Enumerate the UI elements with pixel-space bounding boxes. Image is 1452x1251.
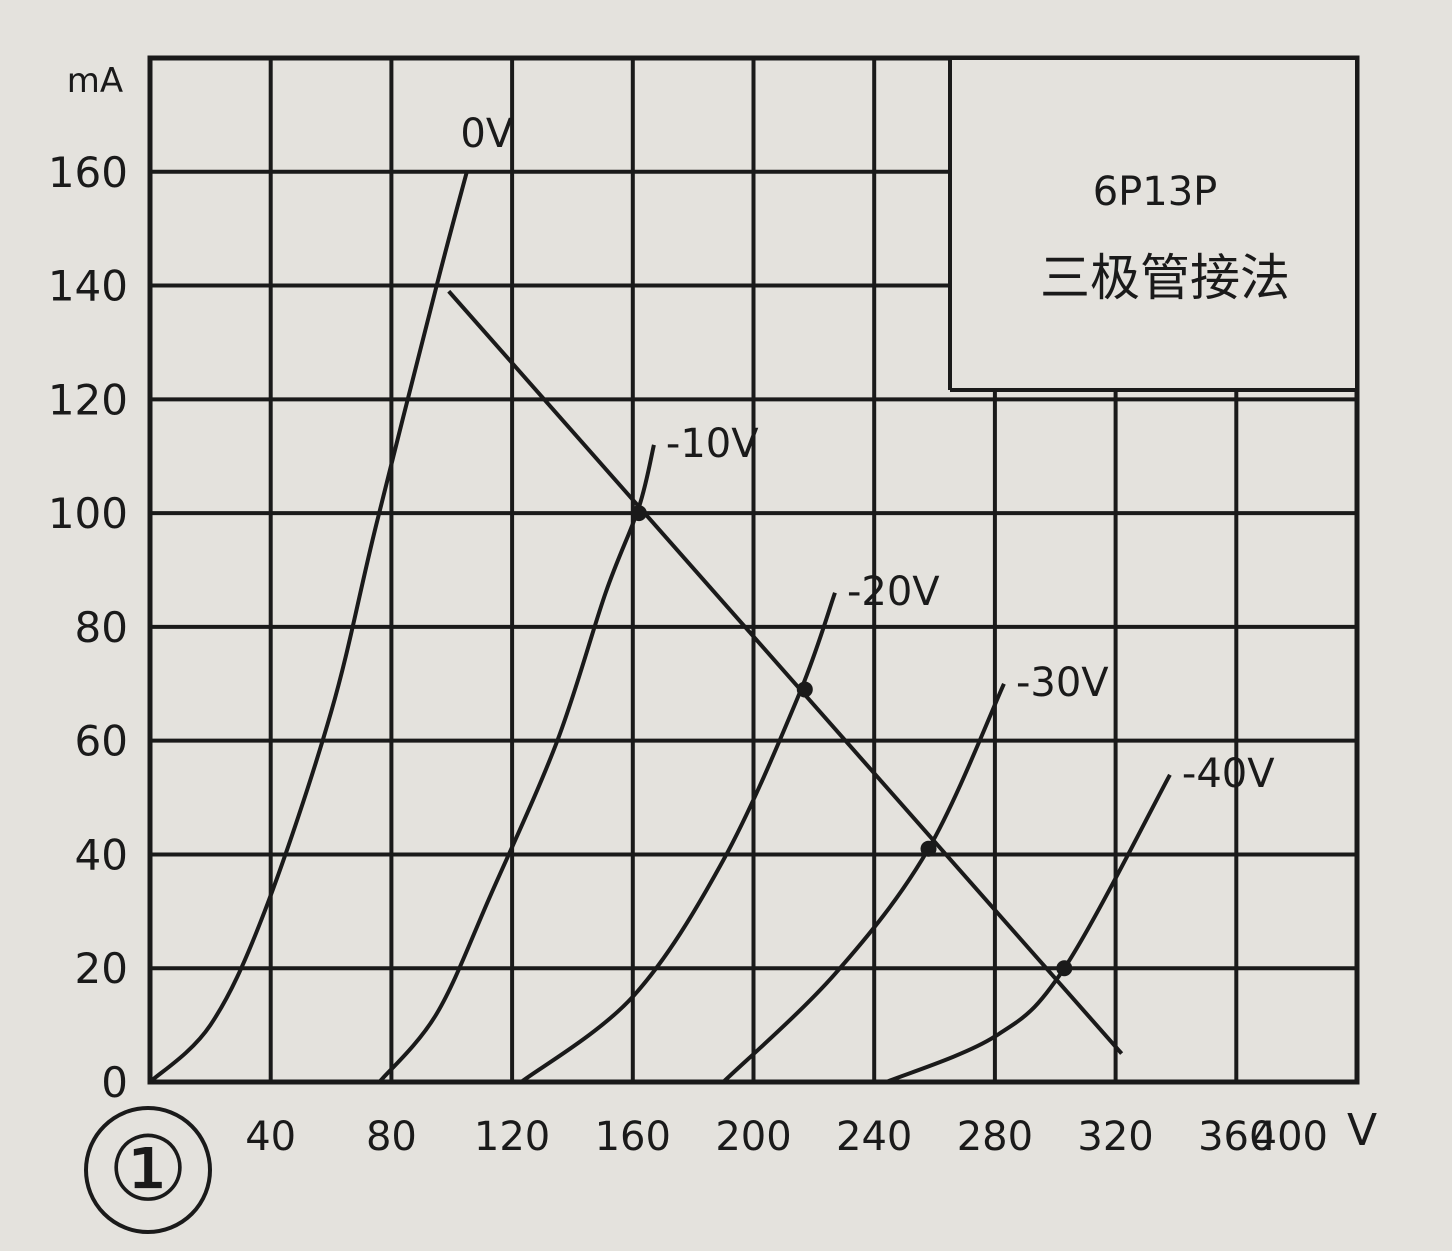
y-tick-label: 80	[75, 603, 128, 652]
y-tick-label: 100	[48, 489, 128, 538]
load-line-point	[630, 505, 647, 522]
series-label: 0V	[460, 111, 513, 157]
x-unit: V	[1347, 1105, 1377, 1156]
x-tick-label: 160	[595, 1114, 671, 1160]
series-line--30V	[721, 682, 1006, 1084]
series-line--40V	[885, 773, 1172, 1084]
x-tick-label: 360	[1198, 1114, 1274, 1160]
curves: 0V -10V -20V -30V -40V	[148, 111, 1275, 1084]
x-tick-label: 40	[245, 1114, 296, 1160]
x-tick-label: 400	[1252, 1114, 1328, 1160]
x-tick-label: 200	[715, 1114, 791, 1160]
y-tick-label: 40	[75, 830, 128, 879]
series-label: -20V	[847, 569, 940, 615]
series-label: -40V	[1182, 751, 1275, 797]
x-tick-label: 240	[836, 1114, 912, 1160]
series-label: -30V	[1016, 660, 1109, 706]
series-line--20V	[519, 592, 837, 1084]
series-line--10V	[377, 444, 656, 1084]
chart-subtitle: 三极管接法	[1040, 249, 1290, 307]
y-tick-label: 60	[75, 717, 128, 766]
title-box	[950, 60, 1355, 390]
y-tick-label: 20	[75, 944, 128, 993]
chart-title: 6P13P	[1093, 169, 1218, 215]
y-tick-label: 140	[48, 262, 128, 311]
series-label: -10V	[666, 421, 759, 467]
x-tick-label: 120	[474, 1114, 550, 1160]
figure-number: ①	[108, 1117, 189, 1222]
y-tick-label: 120	[48, 375, 128, 424]
x-tick-label: 320	[1077, 1114, 1153, 1160]
load-line	[447, 289, 1124, 1055]
y-unit: mA	[67, 61, 123, 101]
y-tick-label: 160	[48, 148, 128, 197]
x-tick-label: 280	[957, 1114, 1033, 1160]
load-line-point	[1056, 960, 1073, 977]
series-line-0V	[148, 171, 469, 1084]
figure-number-circle	[84, 1106, 212, 1234]
load-line-point	[796, 681, 813, 698]
x-tick-label: 80	[366, 1114, 417, 1160]
load-line-point	[920, 840, 937, 857]
y-tick-label: 0	[101, 1058, 128, 1107]
